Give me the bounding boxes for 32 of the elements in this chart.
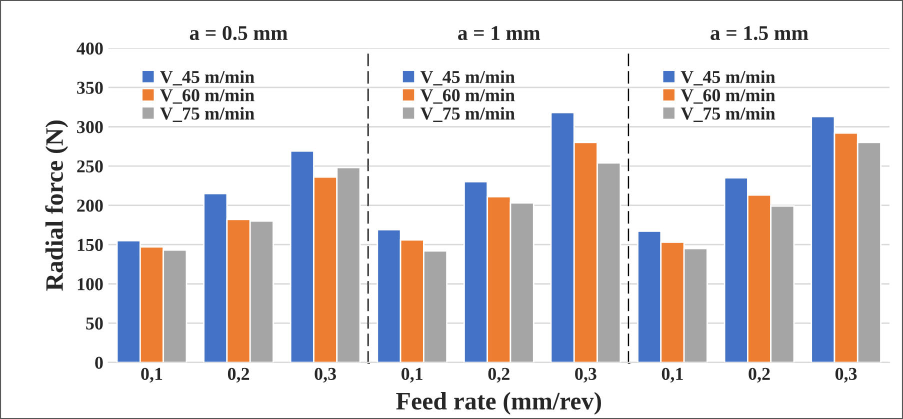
y-tick-label: 250 — [77, 160, 103, 172]
x-tick-label: 0,1 — [141, 368, 162, 383]
chart-title: a = 0.5 mm — [190, 26, 288, 40]
legend-label: V_75 m/min — [420, 106, 515, 122]
x-tick-label: 0,1 — [662, 368, 683, 383]
legend-label: V_75 m/min — [160, 106, 254, 122]
y-tick-label: 350 — [77, 82, 103, 94]
legend-label: V_60 m/min — [680, 88, 776, 104]
y-tick-label: 300 — [77, 121, 103, 134]
x-tick-label: 0,3 — [314, 368, 336, 383]
legend-label: V_45 m/min — [680, 70, 776, 86]
legend-label: V_60 m/min — [420, 88, 515, 104]
x-tick-label: 0,2 — [488, 368, 510, 383]
legend-label: V_60 m/min — [160, 88, 254, 104]
x-tick-label: 0,2 — [748, 368, 770, 383]
y-tick-label: 50 — [86, 317, 103, 330]
y-tick-label: 150 — [78, 238, 103, 252]
legend-label: V_45 m/min — [420, 70, 515, 86]
chart-title: a = 1.5 mm — [710, 26, 808, 40]
legend-label: V_45 m/min — [160, 70, 254, 86]
x-tick-label: 0,2 — [228, 368, 250, 383]
y-tick-label: 200 — [77, 200, 103, 212]
x-tick-label: 0,1 — [402, 368, 422, 383]
chart-title: a = 1 mm — [458, 26, 540, 40]
y-tick-label: 100 — [78, 278, 103, 290]
x-tick-label: 0,3 — [575, 368, 596, 383]
y-tick-label: 0 — [95, 356, 103, 369]
legend-label: V_75 m/min — [680, 106, 776, 122]
x-tick-label: 0,3 — [835, 368, 857, 383]
y-tick-label: 400 — [76, 42, 103, 55]
x-axis-title: Feed rate (mm/rev) — [396, 392, 601, 415]
y-axis-title: Radial force (N) — [45, 120, 68, 291]
